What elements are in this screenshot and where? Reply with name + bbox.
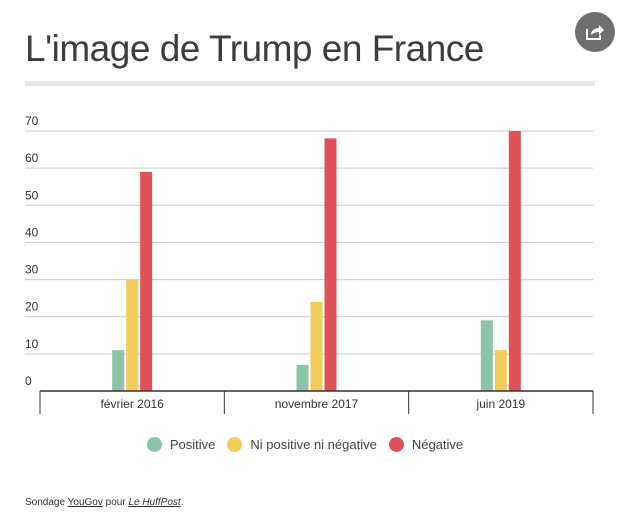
legend-swatch-negative	[388, 437, 404, 452]
y-tick-label-10: 10	[25, 337, 39, 351]
chart-title: L'image de Trump en France	[25, 28, 484, 69]
bar-1-1	[310, 301, 323, 391]
source-note: Sondage YouGov pour Le HuffPost.	[25, 497, 183, 508]
y-tick-label-60: 60	[25, 151, 39, 165]
bar-0-1	[296, 365, 309, 391]
bar-1-0	[126, 279, 139, 391]
share-button[interactable]	[575, 12, 615, 52]
bar-chart: 0 10 20 30 40 50 60 70 février 2016 novembre 2017…	[25, 114, 594, 414]
bar-0-2	[480, 320, 493, 391]
x-tick-label-0: février 2016	[100, 397, 164, 411]
source-middle: pour	[102, 497, 129, 508]
legend-swatch-positive	[146, 437, 162, 452]
legend-label-positive: Positive	[169, 437, 216, 452]
title-divider	[25, 81, 595, 86]
legend-label-negative: Négative	[411, 437, 464, 452]
source-link-yougov[interactable]: YouGov	[67, 497, 103, 508]
source-prefix: Sondage	[25, 497, 68, 508]
legend-label-neutral: Ni positive ni négative	[250, 437, 377, 452]
legend-swatch-neutral	[227, 437, 243, 452]
bar-2-0	[140, 171, 153, 391]
x-tick-label-2: juin 2019	[475, 397, 525, 411]
y-tick-label-20: 20	[25, 300, 39, 314]
bar-1-2	[494, 350, 507, 391]
x-tick-label-1: novembre 2017	[275, 397, 359, 411]
legend-item-negative[interactable]: Négative	[388, 437, 464, 452]
y-tick-label-40: 40	[25, 225, 39, 239]
y-tick-label-0: 0	[25, 374, 32, 388]
share-icon	[586, 25, 604, 40]
bar-2-2	[508, 131, 521, 391]
bar-0-0	[112, 350, 125, 391]
y-tick-label-70: 70	[25, 114, 39, 128]
legend-item-neutral[interactable]: Ni positive ni négative	[227, 437, 377, 452]
source-suffix: .	[180, 497, 184, 508]
legend-item-positive[interactable]: Positive	[146, 437, 216, 452]
source-link-huffpost[interactable]: Le HuffPost	[128, 497, 181, 508]
y-tick-label-30: 30	[25, 263, 39, 277]
bar-2-1	[324, 138, 337, 391]
y-tick-label-50: 50	[25, 188, 39, 202]
legend: Positive Ni positive ni négative Négativ…	[0, 437, 610, 452]
